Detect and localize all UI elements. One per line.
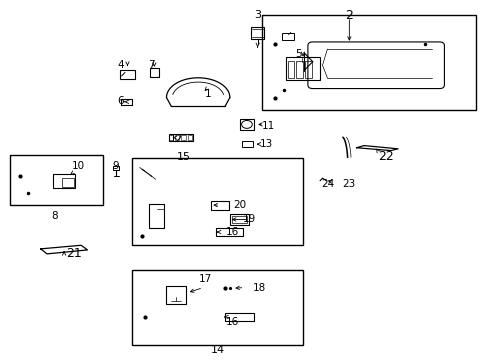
Text: 20: 20 — [233, 200, 245, 210]
Bar — [224, 313, 254, 321]
Text: 24: 24 — [320, 179, 333, 189]
Text: 11: 11 — [262, 121, 275, 131]
Bar — [250, 27, 264, 39]
Text: 6: 6 — [117, 96, 123, 106]
Text: 21: 21 — [66, 247, 81, 260]
Text: 1: 1 — [204, 89, 211, 99]
Bar — [113, 166, 119, 170]
Text: 22: 22 — [377, 150, 393, 163]
Bar — [305, 62, 311, 78]
Bar — [287, 62, 293, 78]
Bar — [229, 214, 249, 225]
Text: 7: 7 — [148, 60, 155, 70]
Bar — [187, 135, 192, 140]
Bar — [296, 62, 302, 78]
Text: 10: 10 — [72, 161, 85, 171]
Text: 13: 13 — [259, 139, 272, 149]
Bar — [132, 158, 303, 244]
Bar — [181, 135, 185, 140]
Text: 5: 5 — [294, 49, 301, 59]
Text: 8: 8 — [51, 211, 58, 221]
Text: 9: 9 — [112, 161, 119, 171]
Bar — [120, 70, 135, 79]
Bar — [261, 15, 475, 110]
Text: 4: 4 — [118, 60, 124, 70]
Bar — [165, 286, 186, 304]
Bar — [210, 201, 229, 210]
Bar — [53, 174, 75, 188]
Bar — [150, 68, 158, 77]
Bar — [175, 135, 179, 140]
Bar — [132, 270, 303, 345]
Bar — [10, 155, 103, 205]
Bar — [168, 134, 193, 141]
Bar — [232, 216, 246, 223]
Bar — [216, 228, 243, 236]
Text: 15: 15 — [176, 152, 190, 162]
Bar — [62, 178, 74, 186]
Text: 23: 23 — [342, 179, 355, 189]
Text: 14: 14 — [210, 345, 224, 355]
Text: 12: 12 — [169, 134, 183, 144]
Text: 2: 2 — [345, 9, 352, 22]
Text: 16: 16 — [225, 227, 239, 237]
Text: 16: 16 — [225, 317, 239, 327]
Bar — [242, 141, 252, 147]
Bar — [239, 119, 254, 130]
Text: 17: 17 — [199, 274, 212, 284]
Bar — [285, 57, 320, 81]
Bar — [149, 204, 163, 228]
Text: 3: 3 — [254, 10, 261, 20]
Bar — [168, 135, 173, 140]
Bar — [282, 33, 294, 40]
Text: 19: 19 — [242, 215, 256, 224]
Text: 18: 18 — [252, 283, 265, 293]
Bar — [121, 99, 132, 105]
